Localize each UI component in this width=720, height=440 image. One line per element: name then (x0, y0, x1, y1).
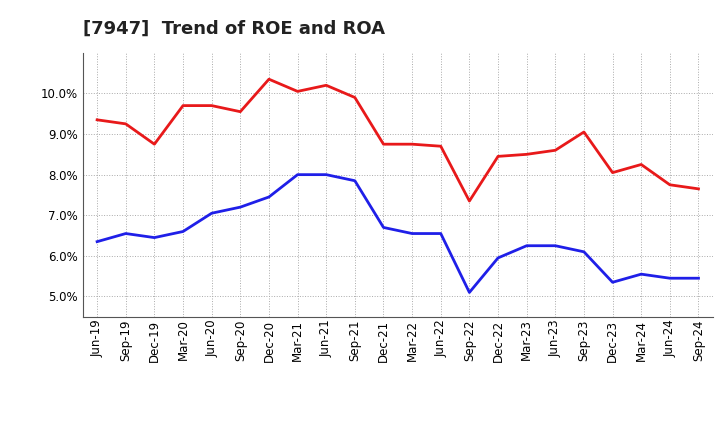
ROE (265, 77, 274, 82)
ROE (694, 186, 703, 191)
ROA (637, 271, 646, 277)
ROA (379, 225, 388, 230)
ROA (207, 211, 216, 216)
ROE (465, 198, 474, 204)
ROA (150, 235, 158, 240)
ROE (637, 162, 646, 167)
ROE (408, 142, 416, 147)
ROA (608, 280, 617, 285)
ROA (522, 243, 531, 248)
ROA (122, 231, 130, 236)
ROE (293, 89, 302, 94)
ROE (379, 142, 388, 147)
ROE (436, 143, 445, 149)
ROA (93, 239, 102, 244)
Text: [7947]  Trend of ROE and ROA: [7947] Trend of ROE and ROA (83, 20, 384, 38)
ROE (93, 117, 102, 122)
ROA (465, 290, 474, 295)
ROE (236, 109, 245, 114)
ROA (408, 231, 416, 236)
ROE (580, 129, 588, 135)
ROA (265, 194, 274, 200)
ROE (665, 182, 674, 187)
ROE (150, 142, 158, 147)
ROE (322, 83, 330, 88)
ROE (179, 103, 187, 108)
ROE (608, 170, 617, 175)
ROA (580, 249, 588, 254)
ROE (351, 95, 359, 100)
Line: ROE: ROE (97, 79, 698, 201)
ROA (665, 275, 674, 281)
ROA (322, 172, 330, 177)
ROA (236, 205, 245, 210)
ROA (179, 229, 187, 234)
ROA (694, 275, 703, 281)
ROA (293, 172, 302, 177)
ROE (122, 121, 130, 127)
ROA (436, 231, 445, 236)
ROE (522, 152, 531, 157)
ROA (551, 243, 559, 248)
ROA (351, 178, 359, 183)
ROE (494, 154, 503, 159)
ROA (494, 255, 503, 260)
ROE (207, 103, 216, 108)
ROE (551, 148, 559, 153)
Line: ROA: ROA (97, 175, 698, 293)
